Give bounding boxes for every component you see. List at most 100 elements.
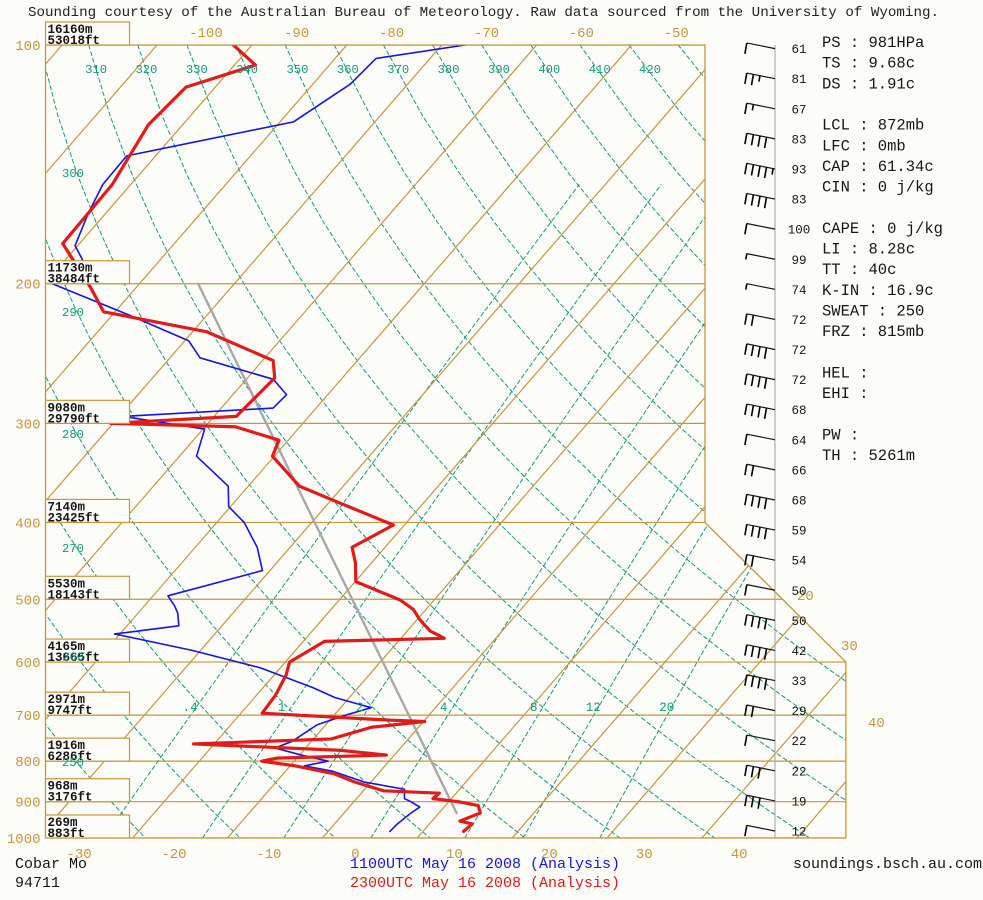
svg-text:-70: -70 <box>474 26 499 42</box>
svg-text:23425ft: 23425ft <box>48 511 101 525</box>
svg-text:30: 30 <box>636 847 653 863</box>
svg-text:68: 68 <box>791 494 806 508</box>
svg-text:600: 600 <box>15 656 40 672</box>
svg-text:1: 1 <box>278 701 286 715</box>
svg-text:LCL : 872mb: LCL : 872mb <box>822 117 924 135</box>
svg-text:-90: -90 <box>284 26 309 42</box>
svg-text:100: 100 <box>788 224 811 238</box>
svg-text:DS : 1.91c: DS : 1.91c <box>822 75 915 93</box>
svg-text:350: 350 <box>287 63 309 77</box>
svg-text:883ft: 883ft <box>48 827 86 841</box>
svg-text:-10: -10 <box>256 847 281 863</box>
svg-text:4: 4 <box>440 701 448 715</box>
svg-text:410: 410 <box>589 63 611 77</box>
svg-text:EHI :: EHI : <box>822 385 869 403</box>
svg-text:18143ft: 18143ft <box>48 588 101 602</box>
svg-text:TT : 40c: TT : 40c <box>822 261 896 279</box>
svg-text:1000: 1000 <box>7 832 41 848</box>
svg-text:72: 72 <box>791 374 806 388</box>
svg-text:PS : 981HPa: PS : 981HPa <box>822 34 924 52</box>
svg-text:Sounding courtesy of the Austr: Sounding courtesy of the Australian Bure… <box>28 5 939 21</box>
svg-text:83: 83 <box>791 194 806 208</box>
svg-text:380: 380 <box>438 63 460 77</box>
svg-text:300: 300 <box>15 417 40 433</box>
svg-text:CAP : 61.34c: CAP : 61.34c <box>822 158 934 176</box>
svg-text:900: 900 <box>15 796 40 812</box>
svg-text:19: 19 <box>791 795 806 809</box>
svg-text:200: 200 <box>15 278 40 294</box>
svg-text:-20: -20 <box>161 847 186 863</box>
svg-text:360: 360 <box>337 63 359 77</box>
svg-text:8: 8 <box>530 701 538 715</box>
svg-text:-80: -80 <box>379 26 404 42</box>
svg-text:700: 700 <box>15 709 40 725</box>
svg-text:22: 22 <box>791 765 806 779</box>
svg-text:100: 100 <box>15 39 40 55</box>
svg-text:PW :: PW : <box>822 426 859 444</box>
svg-text:270: 270 <box>62 542 84 556</box>
svg-text:500: 500 <box>15 593 40 609</box>
svg-text:33: 33 <box>791 675 806 689</box>
svg-text:K-IN : 16.9c: K-IN : 16.9c <box>822 282 934 300</box>
svg-text:310: 310 <box>85 63 107 77</box>
svg-text:-100: -100 <box>189 26 223 42</box>
svg-text:72: 72 <box>791 344 806 358</box>
svg-text:420: 420 <box>639 63 661 77</box>
svg-text:94711: 94711 <box>15 875 60 892</box>
svg-text:29: 29 <box>791 705 806 719</box>
svg-text:2300UTC May 16 2008 (Analysis): 2300UTC May 16 2008 (Analysis) <box>350 875 620 892</box>
svg-text:HEL :: HEL : <box>822 364 869 382</box>
svg-text:LFC : 0mb: LFC : 0mb <box>822 137 906 155</box>
svg-text:1100UTC May 16 2008 (Analysis): 1100UTC May 16 2008 (Analysis) <box>350 856 620 873</box>
svg-text:SWEAT : 250: SWEAT : 250 <box>822 302 924 320</box>
svg-text:400: 400 <box>15 516 40 532</box>
svg-text:370: 370 <box>387 63 409 77</box>
svg-text:50: 50 <box>791 615 806 629</box>
svg-text:CAPE : 0 j/kg: CAPE : 0 j/kg <box>822 220 943 238</box>
svg-text:330: 330 <box>186 63 208 77</box>
svg-text:50: 50 <box>791 585 806 599</box>
svg-text:20: 20 <box>659 701 674 715</box>
svg-text:260: 260 <box>62 651 84 665</box>
svg-text:83: 83 <box>791 133 806 147</box>
svg-text:280: 280 <box>62 428 84 442</box>
svg-text:12: 12 <box>791 826 806 840</box>
svg-text:66: 66 <box>791 464 806 478</box>
svg-text:290: 290 <box>62 306 84 320</box>
svg-text:800: 800 <box>15 755 40 771</box>
svg-text:300: 300 <box>62 167 84 181</box>
svg-text:TS : 9.68c: TS : 9.68c <box>822 55 915 73</box>
svg-text:64: 64 <box>791 434 806 448</box>
svg-text:12: 12 <box>586 701 601 715</box>
svg-text:74: 74 <box>791 284 806 298</box>
svg-text:38484ft: 38484ft <box>48 273 101 287</box>
svg-text:30: 30 <box>841 639 858 655</box>
svg-text:3176ft: 3176ft <box>48 791 93 805</box>
svg-text:67: 67 <box>791 103 806 117</box>
svg-text:40: 40 <box>731 847 748 863</box>
svg-text:.4: .4 <box>183 701 198 715</box>
svg-text:42: 42 <box>791 645 806 659</box>
svg-text:400: 400 <box>538 63 560 77</box>
svg-text:soundings.bsch.au.com: soundings.bsch.au.com <box>793 856 982 873</box>
svg-text:68: 68 <box>791 404 806 418</box>
svg-text:53018ft: 53018ft <box>48 34 101 48</box>
svg-text:TH : 5261m: TH : 5261m <box>822 447 915 465</box>
svg-text:2: 2 <box>356 701 364 715</box>
svg-text:22: 22 <box>791 735 806 749</box>
svg-text:93: 93 <box>791 163 806 177</box>
svg-text:99: 99 <box>791 254 806 268</box>
svg-text:59: 59 <box>791 525 806 539</box>
svg-text:320: 320 <box>135 63 157 77</box>
svg-text:390: 390 <box>488 63 510 77</box>
svg-text:CIN : 0 j/kg: CIN : 0 j/kg <box>822 179 934 197</box>
svg-text:61: 61 <box>791 43 806 57</box>
svg-text:29790ft: 29790ft <box>48 412 101 426</box>
svg-text:81: 81 <box>791 73 806 87</box>
svg-text:250: 250 <box>62 756 84 770</box>
svg-text:LI : 8.28c: LI : 8.28c <box>822 241 915 259</box>
svg-text:72: 72 <box>791 314 806 328</box>
svg-text:-60: -60 <box>569 26 594 42</box>
svg-text:FRZ : 815mb: FRZ : 815mb <box>822 323 924 341</box>
svg-text:Cobar Mo: Cobar Mo <box>15 856 87 873</box>
